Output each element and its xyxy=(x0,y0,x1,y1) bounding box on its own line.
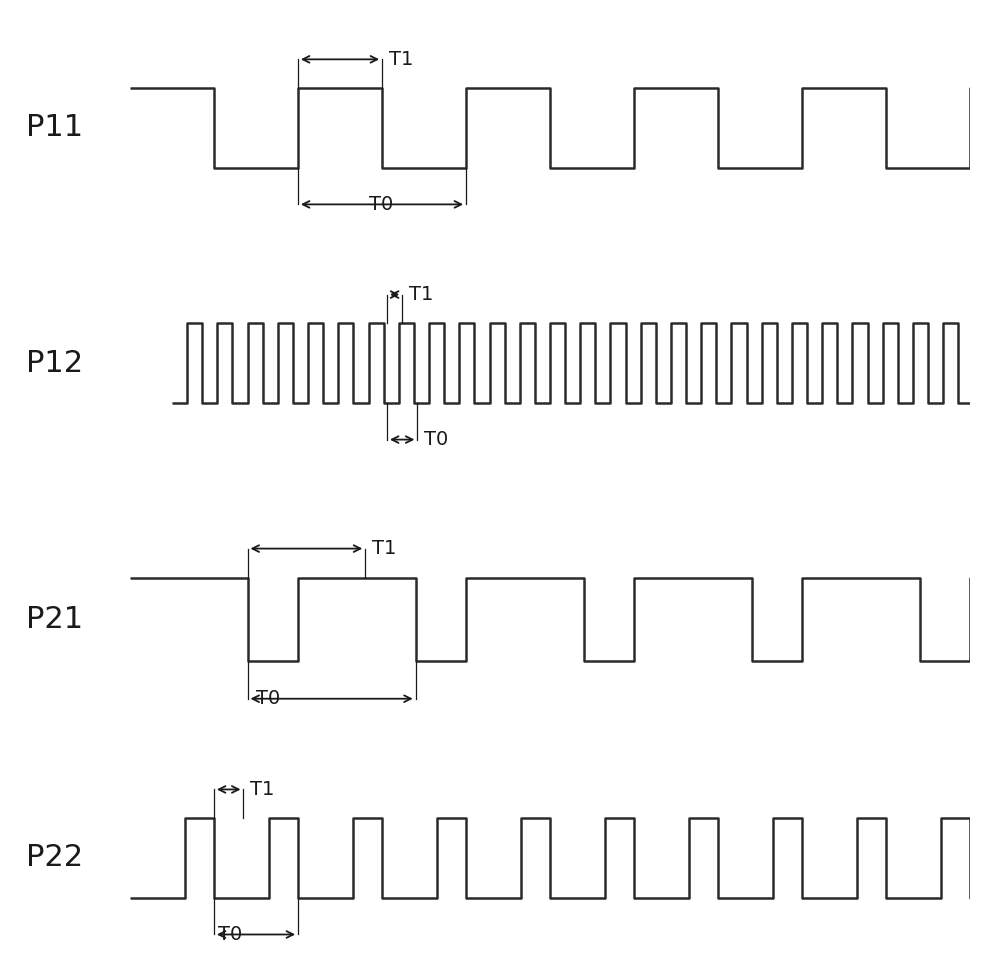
Text: P12: P12 xyxy=(26,349,83,377)
Text: T0: T0 xyxy=(218,925,242,944)
Text: T0: T0 xyxy=(369,195,394,214)
Text: P22: P22 xyxy=(26,844,83,872)
Text: T1: T1 xyxy=(250,780,274,799)
Text: T1: T1 xyxy=(372,539,396,558)
Text: T0: T0 xyxy=(256,689,280,709)
Text: P21: P21 xyxy=(26,605,83,634)
Text: P11: P11 xyxy=(26,114,83,142)
Text: T1: T1 xyxy=(389,50,413,69)
Text: T1: T1 xyxy=(409,285,433,304)
Text: T0: T0 xyxy=(424,430,448,449)
